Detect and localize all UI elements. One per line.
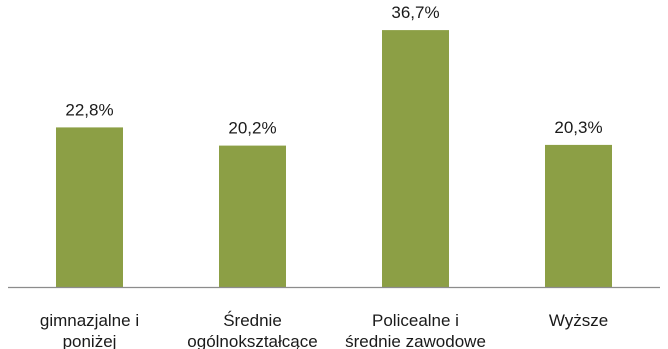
category-label-1: Średnie ogólnokształcące [187,311,317,349]
bar-3 [545,144,612,287]
bar-0 [56,127,123,288]
category-labels-group: gimnazjalne i poniżej Średnie ogólnokształc… [40,311,608,349]
category-label-1-line-0: Średnie [223,311,282,330]
data-label-0: 22,8% [65,100,113,119]
category-label-3: Wyższe [549,311,608,330]
bar-1 [219,145,286,287]
category-label-3-line-0: Wyższe [549,311,608,330]
category-label-0-line-0: gimnazjalne i [40,311,139,330]
bars-group [56,30,612,288]
data-labels-group: 22,8% 20,2% 36,7% 20,3% [65,3,602,138]
category-label-2-line-0: Policealne i [372,311,459,330]
category-label-2-line-1: średnie zawodowe [345,332,486,349]
category-label-2: Policealne i średnie zawodowe [345,311,486,349]
bar-2 [382,30,449,287]
category-label-0: gimnazjalne i poniżej [40,311,139,349]
data-label-3: 20,3% [554,118,602,137]
category-label-1-line-1: ogólnokształcące [187,332,317,349]
category-label-0-line-1: poniżej [63,332,117,349]
data-label-2: 36,7% [391,3,439,22]
data-label-1: 20,2% [228,119,276,138]
